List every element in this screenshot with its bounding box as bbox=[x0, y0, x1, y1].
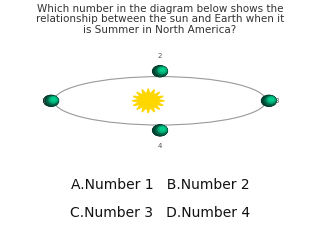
Circle shape bbox=[160, 68, 165, 72]
Text: relationship between the sun and Earth when it: relationship between the sun and Earth w… bbox=[36, 14, 284, 24]
Text: A.Number 1   B.Number 2: A.Number 1 B.Number 2 bbox=[71, 178, 249, 192]
Text: C.Number 3   D.Number 4: C.Number 3 D.Number 4 bbox=[70, 206, 250, 220]
Circle shape bbox=[261, 95, 277, 107]
Circle shape bbox=[152, 65, 168, 77]
Text: Which number in the diagram below shows the: Which number in the diagram below shows … bbox=[37, 4, 283, 14]
Circle shape bbox=[153, 66, 168, 77]
Text: 1: 1 bbox=[41, 98, 45, 104]
Polygon shape bbox=[132, 89, 164, 113]
Text: 4: 4 bbox=[158, 143, 162, 149]
Circle shape bbox=[52, 98, 56, 101]
Circle shape bbox=[156, 126, 167, 134]
Text: 2: 2 bbox=[158, 53, 162, 59]
Text: 3: 3 bbox=[275, 98, 279, 104]
Circle shape bbox=[160, 127, 165, 131]
Circle shape bbox=[262, 95, 277, 106]
Circle shape bbox=[43, 95, 59, 107]
Text: is Summer in North America?: is Summer in North America? bbox=[84, 25, 236, 35]
Circle shape bbox=[49, 97, 58, 103]
Circle shape bbox=[44, 95, 59, 106]
Circle shape bbox=[153, 125, 168, 136]
Circle shape bbox=[152, 124, 168, 136]
Circle shape bbox=[158, 126, 166, 133]
Circle shape bbox=[267, 97, 276, 103]
Circle shape bbox=[156, 66, 167, 75]
Circle shape bbox=[269, 98, 274, 101]
Circle shape bbox=[265, 96, 276, 105]
Circle shape bbox=[47, 96, 59, 105]
Circle shape bbox=[158, 67, 166, 73]
